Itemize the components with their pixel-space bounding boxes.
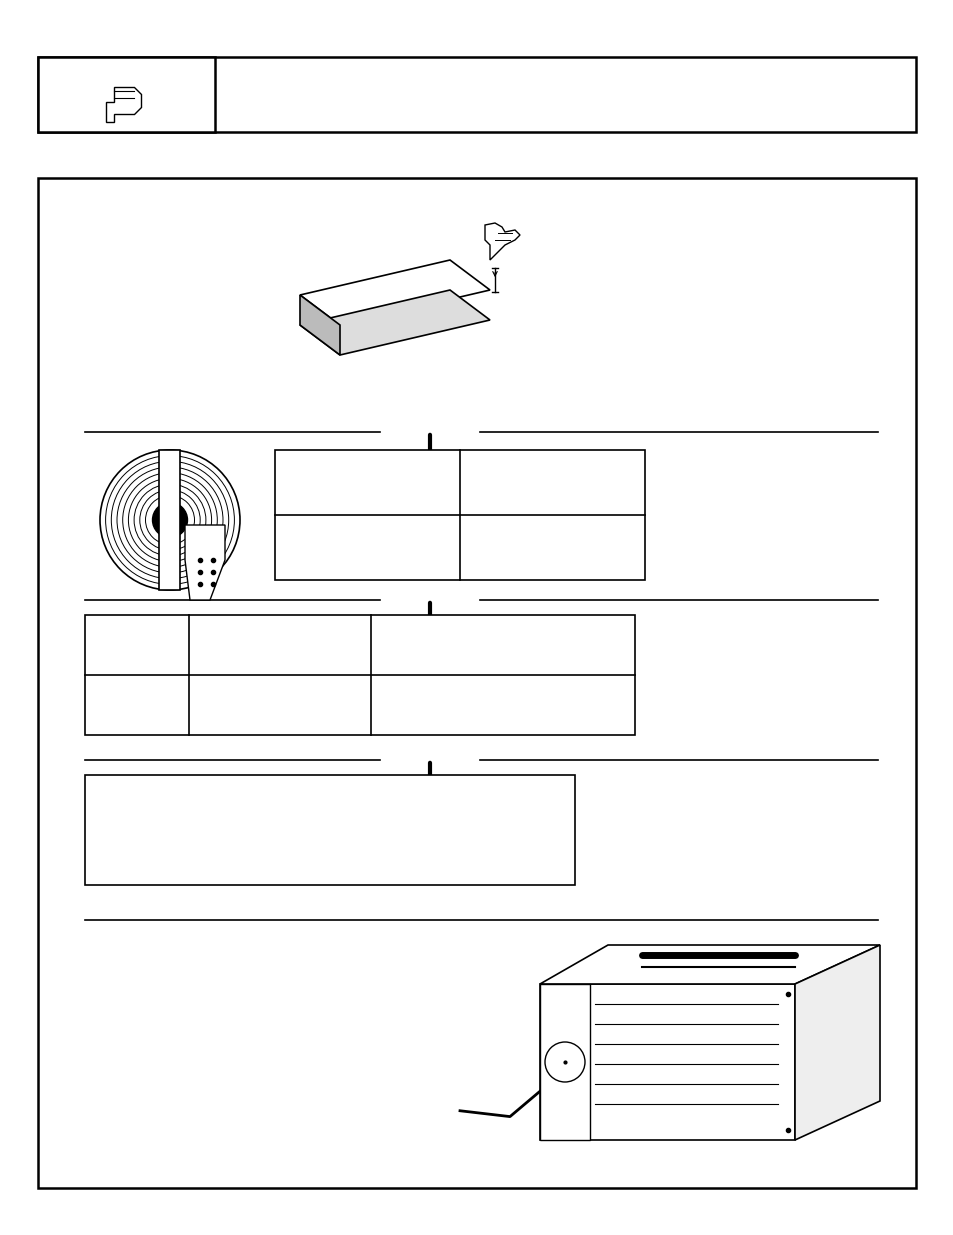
Bar <box>85 615 635 735</box>
Bar <box>159 450 180 590</box>
Polygon shape <box>299 295 339 354</box>
Bar <box>274 450 644 580</box>
Polygon shape <box>794 945 879 1140</box>
Polygon shape <box>484 224 519 261</box>
Polygon shape <box>539 945 879 984</box>
Polygon shape <box>299 261 490 325</box>
Bar <box>38 57 915 132</box>
Polygon shape <box>539 984 794 1140</box>
Circle shape <box>152 503 188 537</box>
Polygon shape <box>299 290 490 354</box>
Bar <box>85 776 575 885</box>
Bar <box>539 984 589 1140</box>
Bar <box>38 178 915 1188</box>
Polygon shape <box>185 525 225 600</box>
Bar <box>38 57 214 132</box>
